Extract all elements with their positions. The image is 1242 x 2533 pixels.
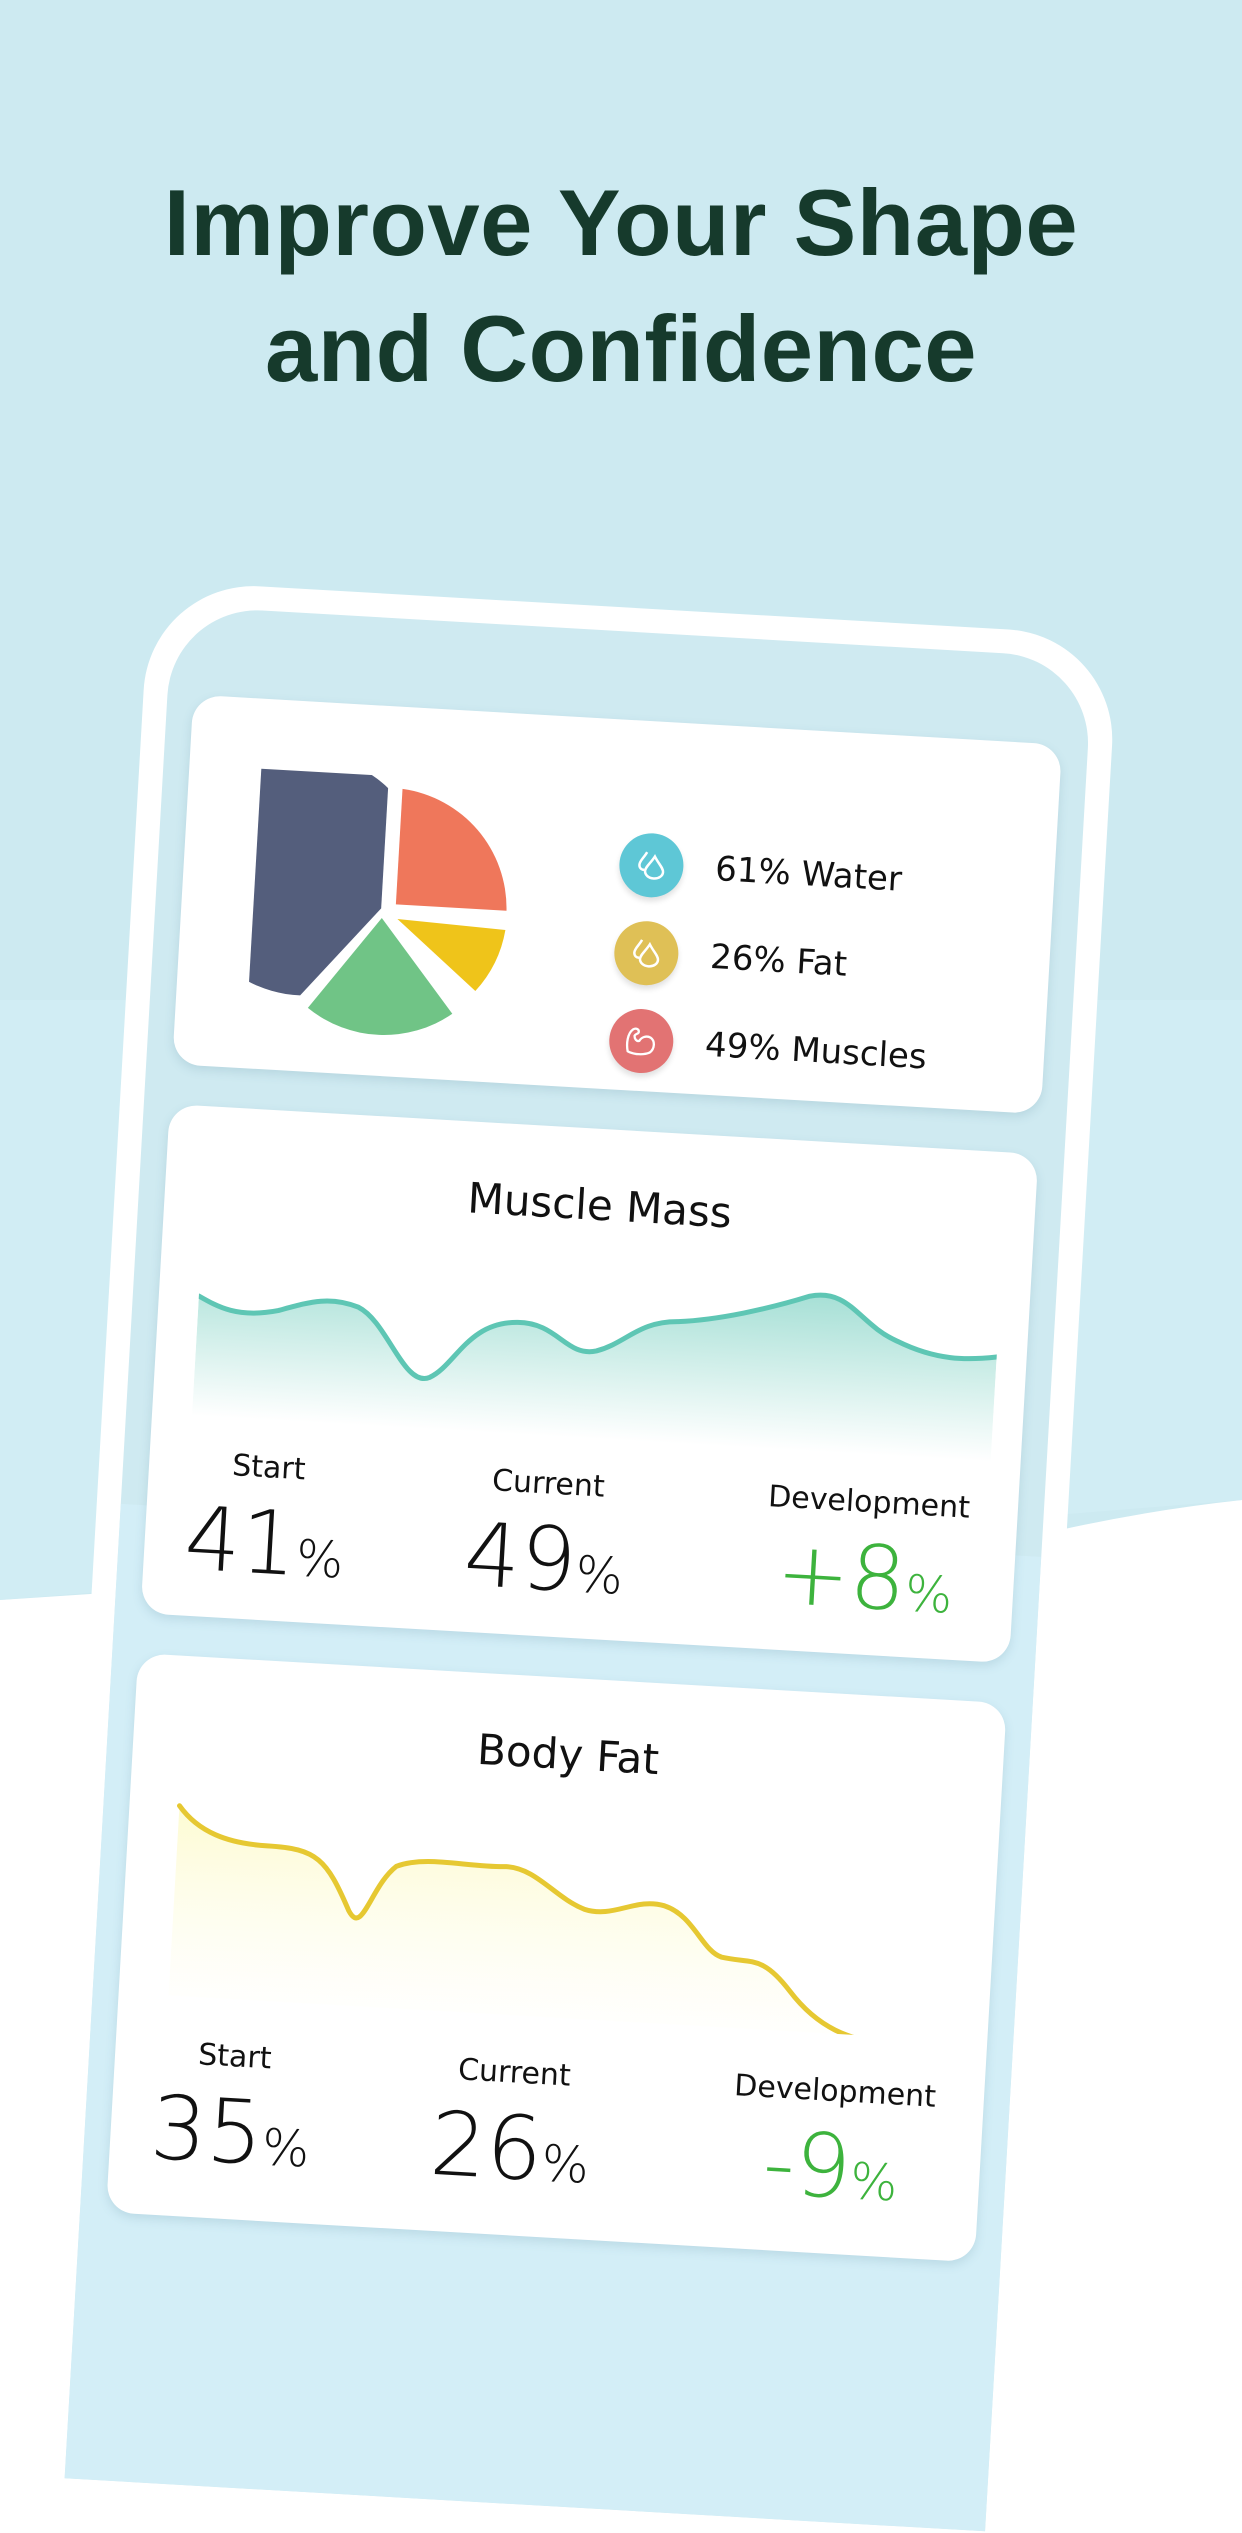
- body-fat-title: Body Fat: [475, 1724, 661, 1785]
- muscle-mass-card[interactable]: Muscle Mass Start 41% Current: [140, 1104, 1039, 1664]
- body-fat-card[interactable]: Body Fat Start 35% Current 2: [105, 1653, 1007, 2263]
- legend-item-water: 61% Water: [617, 820, 939, 926]
- composition-legend: 61% Water 26% Fat 49% Muscles: [607, 820, 939, 1102]
- stat-current-value: 49%: [461, 1502, 625, 1613]
- legend-label-water: 61% Water: [714, 849, 904, 900]
- pie-slice-coral: [395, 788, 507, 911]
- muscle-mass-chart: [191, 1292, 1000, 1462]
- pie-slice-green: [307, 918, 453, 1036]
- body-fat-chart: [167, 1803, 900, 2041]
- legend-label-muscles: 49% Muscles: [704, 1024, 928, 1078]
- body-fat-stats: Start 35% Current 26% Development -9%: [107, 2032, 985, 2242]
- stat-development-label: Development: [733, 2068, 937, 2115]
- headline-line-1: Improve Your Shape: [163, 170, 1079, 275]
- stat-start-value: 41%: [181, 1486, 346, 1596]
- stat-development-value: -9%: [760, 2111, 900, 2219]
- stat-development: Development +8%: [760, 1479, 971, 1646]
- stat-start-value: 35%: [147, 2075, 312, 2185]
- stat-current-value: 26%: [427, 2091, 591, 2202]
- phone-screen: 61% Water 26% Fat 49% Muscles Muscle: [64, 605, 1094, 2532]
- legend-item-muscles: 49% Muscles: [607, 995, 929, 1101]
- water-drop-icon: [617, 831, 686, 900]
- body-composition-card[interactable]: 61% Water 26% Fat 49% Muscles: [172, 694, 1063, 1115]
- stat-start-label: Start: [197, 2037, 273, 2077]
- stat-development-value: +8%: [773, 1520, 955, 1632]
- phone-mockup: 61% Water 26% Fat 49% Muscles Muscle: [40, 580, 1119, 2533]
- legend-item-fat: 26% Fat: [612, 907, 934, 1013]
- stat-current-label: Current: [457, 2052, 572, 2094]
- stat-start: Start 41%: [181, 1446, 349, 1611]
- stat-start: Start 35%: [147, 2035, 315, 2200]
- headline-line-2: and Confidence: [264, 296, 978, 401]
- fat-drop-icon: [612, 919, 681, 987]
- stat-start-label: Start: [231, 1448, 307, 1488]
- legend-label-fat: 26% Fat: [709, 936, 849, 985]
- flexed-arm-icon: [607, 1007, 676, 1075]
- stat-current: Current 49%: [461, 1462, 629, 1627]
- pie-slice-navy: [246, 768, 389, 996]
- stat-current-label: Current: [491, 1463, 606, 1505]
- composition-pie-chart: [246, 768, 507, 1036]
- stat-current: Current 26%: [427, 2051, 595, 2216]
- page-headline: Improve Your Shape and Confidence: [0, 160, 1242, 412]
- muscle-mass-title: Muscle Mass: [466, 1173, 734, 1238]
- stat-development: Development -9%: [726, 2068, 937, 2235]
- stat-development-label: Development: [767, 1479, 971, 1526]
- pie-slice-yellow: [397, 918, 506, 992]
